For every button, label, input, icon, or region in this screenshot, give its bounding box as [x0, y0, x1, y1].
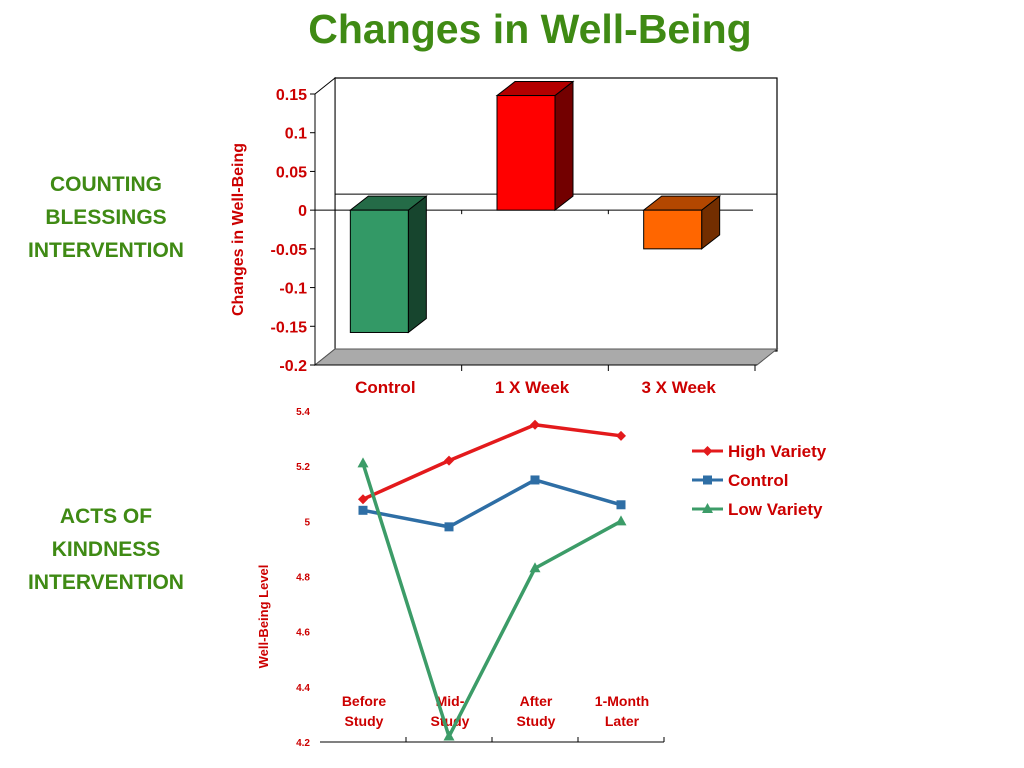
bar-front-face: [496, 95, 556, 211]
counting-blessings-label: COUNTING BLESSINGS INTERVENTION: [4, 168, 208, 267]
triangle-marker: [443, 730, 455, 741]
y-tick-label: -0.1: [279, 281, 307, 298]
y-tick-label: 5.4: [296, 407, 310, 418]
category-label-line: After: [520, 693, 553, 709]
diamond-marker: [530, 419, 540, 430]
series-3: [357, 457, 627, 741]
label-line: KINDNESS: [51, 538, 161, 561]
label-line: ACTS OF: [59, 505, 153, 528]
category-label-line: Before: [342, 693, 387, 709]
y-tick-label: 4.6: [296, 628, 310, 639]
bar-chart: 0.15 0.1 0.05 0 -0.05 -0.1 -0.15 -0.2 Changes in…: [230, 76, 779, 397]
y-tick-label: 4.4: [296, 683, 310, 694]
legend-label: Control: [728, 471, 788, 490]
label-line: COUNTING: [50, 173, 162, 196]
bar-2: [495, 80, 575, 212]
diamond-marker: [358, 494, 368, 505]
bar-front-face: [349, 209, 409, 333]
legend-item: Control: [692, 471, 788, 490]
bar-side-face: [407, 195, 427, 334]
category-label-line: Study: [345, 713, 384, 729]
category-label-line: Study: [517, 713, 556, 729]
series-2: [358, 475, 626, 532]
line-chart: Well-Being Level 5.4 5.2 5 4.8 4.6 4.4 4.2 Befor…: [256, 407, 827, 749]
triangle-marker: [702, 503, 713, 513]
legend-item: Low Variety: [692, 500, 823, 519]
triangle-marker: [615, 515, 627, 526]
category-label: 1-Month Later: [595, 693, 649, 729]
slide-title: Changes in Well-Being: [308, 6, 752, 52]
y-tick-label: -0.05: [271, 242, 308, 259]
y-axis-title: Changes in Well-Being: [230, 143, 247, 316]
y-axis-title: Well-Being Level: [256, 565, 271, 669]
category-label: Control: [355, 378, 415, 397]
y-tick-label: 0: [298, 203, 307, 220]
category-label-line: Mid-: [436, 693, 465, 709]
diamond-marker: [616, 430, 626, 441]
series-line: [362, 423, 622, 501]
legend-item: High Variety: [692, 442, 827, 461]
bar-front-face: [643, 209, 703, 250]
bar-3: [642, 195, 722, 250]
category-label: 3 X Week: [641, 378, 716, 397]
y-tick-label: 0.1: [285, 126, 307, 143]
diamond-marker: [444, 455, 454, 466]
square-marker: [530, 475, 540, 485]
category-label: Before Study: [342, 693, 387, 729]
series-line: [362, 478, 622, 529]
label-line: BLESSINGS: [45, 206, 167, 229]
series-1: [358, 419, 626, 505]
label-line: INTERVENTION: [28, 239, 184, 262]
acts-of-kindness-label: ACTS OF KINDNESS INTERVENTION: [4, 500, 208, 599]
category-label-line: 1-Month: [595, 693, 649, 709]
series-line: [361, 462, 622, 739]
bar-side-face: [554, 80, 574, 212]
triangle-marker: [529, 562, 541, 573]
diamond-marker: [702, 446, 713, 456]
bar-1: [348, 195, 428, 334]
y-tick-label: 4.8: [296, 573, 310, 584]
y-tick-label: 4.2: [296, 738, 310, 749]
label-line: INTERVENTION: [28, 571, 184, 594]
square-marker: [616, 500, 626, 510]
y-tick-label: 0.05: [276, 164, 307, 181]
triangle-marker: [357, 457, 369, 468]
square-marker: [358, 505, 368, 515]
plot-floor: [313, 348, 779, 366]
y-tick-label: 5.2: [296, 462, 310, 473]
square-marker: [703, 475, 712, 485]
y-tick-label: -0.15: [271, 319, 308, 336]
category-label: After Study: [517, 693, 556, 729]
category-label-line: Later: [605, 713, 640, 729]
square-marker: [444, 522, 454, 532]
y-tick-label: 0.15: [276, 87, 307, 104]
legend-label: Low Variety: [728, 500, 823, 519]
category-label: 1 X Week: [495, 378, 570, 397]
plot-left-wall: [314, 76, 336, 367]
category-label-line: Study: [431, 713, 470, 729]
y-tick-label: 5: [304, 517, 310, 528]
y-tick-label: -0.2: [279, 358, 307, 375]
legend-label: High Variety: [728, 442, 827, 461]
